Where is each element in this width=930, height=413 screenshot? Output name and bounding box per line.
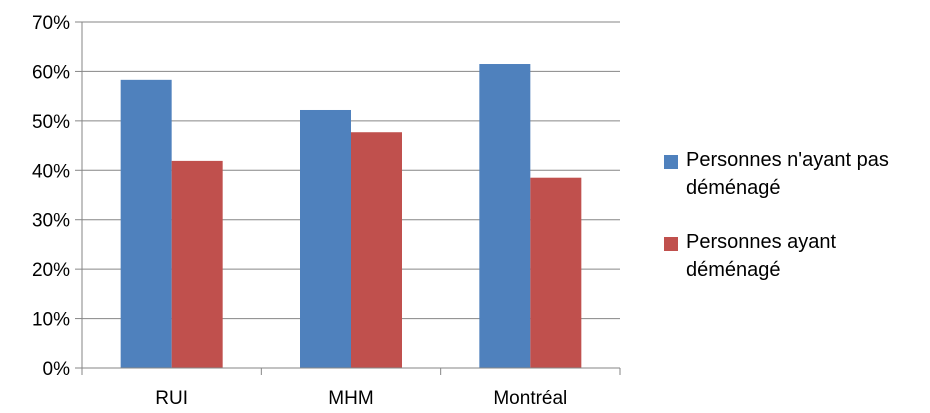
legend-label-not-moved: Personnes n'ayant pas déménagé <box>686 149 889 199</box>
y-tick-label: 30% <box>32 211 70 232</box>
axes <box>81 22 620 369</box>
y-tick-label: 40% <box>32 161 70 182</box>
bar-not-moved-2 <box>479 64 531 368</box>
x-tick-label: MHM <box>328 388 373 409</box>
y-axis-tick-labels: 0% 10% 20% 30% 40% 50% 60% 70% <box>32 13 70 380</box>
legend-label-moved: Personnes ayant déménagé <box>686 231 837 281</box>
legend-item-moved: Personnes ayant déménagé <box>664 228 930 284</box>
legend: Personnes n'ayant pas déménagé Personnes… <box>664 146 930 310</box>
y-tick-label: 60% <box>32 62 70 83</box>
bar-moved-2 <box>530 177 582 368</box>
bar-not-moved-0 <box>120 79 172 369</box>
x-tick-label: RUI <box>155 388 188 409</box>
y-tick-label: 0% <box>43 359 71 380</box>
legend-item-not-moved: Personnes n'ayant pas déménagé <box>664 146 930 202</box>
bar-not-moved-1 <box>300 109 351 369</box>
bar-moved-0 <box>171 160 223 368</box>
legend-swatch-moved <box>664 237 678 251</box>
y-tick-label: 70% <box>32 13 70 34</box>
legend-swatch-not-moved <box>664 155 678 169</box>
x-tick-label: Montréal <box>493 388 567 409</box>
bars <box>120 64 582 369</box>
y-tick-label: 10% <box>32 310 70 331</box>
x-axis-tick-labels: RUI MHM Montréal <box>155 388 567 409</box>
bar-moved-1 <box>351 132 402 368</box>
y-tick-label: 50% <box>32 112 70 133</box>
y-tick-label: 20% <box>32 260 70 281</box>
